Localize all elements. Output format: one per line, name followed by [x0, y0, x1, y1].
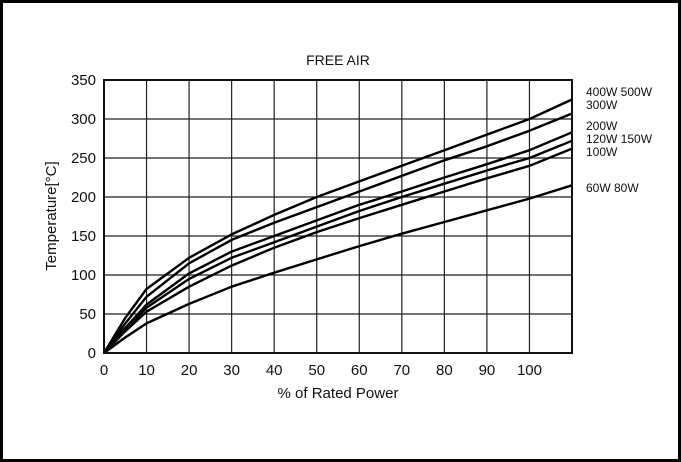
y-tick-label: 150	[71, 228, 96, 245]
series-lines	[102, 98, 573, 354]
series-line	[102, 98, 573, 354]
x-tick-label: 100	[517, 362, 542, 379]
grid	[104, 79, 572, 353]
y-axis-label: Temperature[°C]	[43, 161, 60, 270]
x-tick-label: 40	[266, 362, 283, 379]
y-tick-label: 200	[71, 189, 96, 206]
y-tick-label: 100	[71, 267, 96, 284]
y-tick-label: 300	[71, 111, 96, 128]
x-tick-label: 20	[181, 362, 198, 379]
legend-label: 60W 80W	[586, 181, 639, 195]
series-line	[103, 131, 573, 354]
legend-label: 200W	[586, 119, 618, 133]
x-tick-label: 90	[479, 362, 496, 379]
series-line	[103, 139, 573, 354]
series-line	[103, 184, 573, 354]
y-tick-label: 50	[79, 306, 96, 323]
legend-label: 100W	[586, 145, 618, 159]
legend-label: 120W 150W	[586, 132, 653, 146]
x-tick-label: 70	[393, 362, 410, 379]
x-axis-ticks: 0 10 20 30 40 50 60 70 80 90 100	[100, 362, 542, 379]
x-tick-label: 10	[138, 362, 155, 379]
legend-label: 300W	[586, 98, 618, 112]
x-tick-label: 50	[308, 362, 325, 379]
x-tick-label: 80	[436, 362, 453, 379]
x-axis-label: % of Rated Power	[278, 385, 399, 402]
chart-title: FREE AIR	[306, 52, 370, 68]
x-tick-label: 0	[100, 362, 108, 379]
series-line	[103, 147, 573, 354]
y-tick-label: 250	[71, 150, 96, 167]
legend-label: 400W 500W	[586, 85, 653, 99]
y-tick-label: 0	[88, 345, 96, 362]
plot-area	[103, 79, 573, 354]
series-line	[103, 112, 573, 354]
x-tick-label: 60	[351, 362, 368, 379]
x-tick-label: 30	[223, 362, 240, 379]
y-tick-label: 350	[71, 72, 96, 89]
y-axis-ticks: 0 50 100 150 200 250 300 350	[71, 72, 96, 362]
